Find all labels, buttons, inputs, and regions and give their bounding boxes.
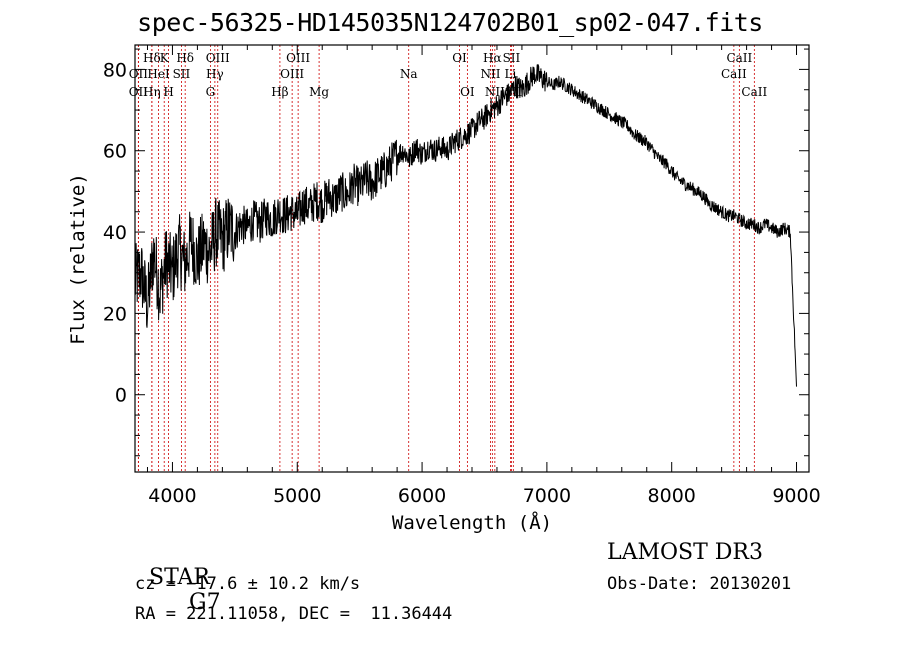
line-label: Hα xyxy=(483,51,502,65)
line-label: OI xyxy=(460,85,475,99)
line-label: Mg xyxy=(309,85,329,99)
chart-title: spec-56325-HD145035N124702B01_sp02-047.f… xyxy=(137,8,763,37)
y-tick-label: 40 xyxy=(103,222,127,244)
object-subclass: G7 xyxy=(189,590,221,615)
line-label: OII xyxy=(129,67,149,81)
coordinates-text: RA = 221.11058, DEC = 11.36444 xyxy=(135,604,453,624)
line-label: H xyxy=(163,85,173,99)
plot-frame xyxy=(134,44,810,473)
y-axis-label: Flux (relative) xyxy=(67,173,89,345)
x-tick-label: 8000 xyxy=(648,485,696,507)
line-label: K xyxy=(160,51,170,65)
line-label: OIII xyxy=(286,51,310,65)
y-axis: 0 20 40 60 80 xyxy=(103,48,809,457)
line-label: Hβ xyxy=(271,85,288,99)
y-tick-label: 80 xyxy=(103,59,127,81)
y-tick-label: 20 xyxy=(103,303,127,325)
x-tick-label: 4000 xyxy=(148,485,196,507)
redshift-text: cz = −17.6 ± 10.2 km/s xyxy=(135,574,361,594)
line-label: G xyxy=(206,85,216,99)
line-label: OIII xyxy=(206,51,230,65)
line-labels: Hδ OII OII K HeI Hη H Hδ SII OIII Hγ G OIII OIII Hβ Mg N… xyxy=(129,51,768,99)
x-axis-label: Wavelength (Å) xyxy=(392,511,552,534)
line-label: CaII xyxy=(721,67,747,81)
y-tick-label: 60 xyxy=(103,141,127,163)
line-label: OI xyxy=(452,51,467,65)
line-label: NII xyxy=(480,67,500,81)
line-label: SII xyxy=(173,67,191,81)
line-label: SII xyxy=(503,51,521,65)
x-tick-label: 5000 xyxy=(273,485,321,507)
line-label: OIII xyxy=(280,67,304,81)
x-tick-label: 7000 xyxy=(523,485,571,507)
line-label: Hδ xyxy=(176,51,194,65)
line-label: HeI xyxy=(147,67,170,81)
object-class: STAR xyxy=(149,565,210,590)
line-label: CaII xyxy=(726,51,752,65)
spectrum-line xyxy=(134,64,797,387)
line-label: OII xyxy=(129,85,149,99)
line-label: SII xyxy=(504,85,522,99)
line-label: Hδ xyxy=(143,51,161,65)
y-tick-label: 0 xyxy=(115,385,127,407)
line-label: CaII xyxy=(741,85,767,99)
observation-date: Obs-Date: 20130201 xyxy=(607,574,792,594)
survey-name: LAMOST DR3 xyxy=(607,540,763,565)
line-label: Li xyxy=(505,67,517,81)
line-label: Hγ xyxy=(206,67,224,81)
x-axis: 4000 5000 6000 7000 8000 9000 xyxy=(146,45,821,507)
emission-line-markers xyxy=(137,45,755,472)
line-label: Hη xyxy=(143,85,161,99)
line-label: Na xyxy=(400,67,418,81)
line-label: NII xyxy=(485,85,505,99)
x-tick-label: 9000 xyxy=(772,485,820,507)
x-tick-label: 6000 xyxy=(398,485,446,507)
